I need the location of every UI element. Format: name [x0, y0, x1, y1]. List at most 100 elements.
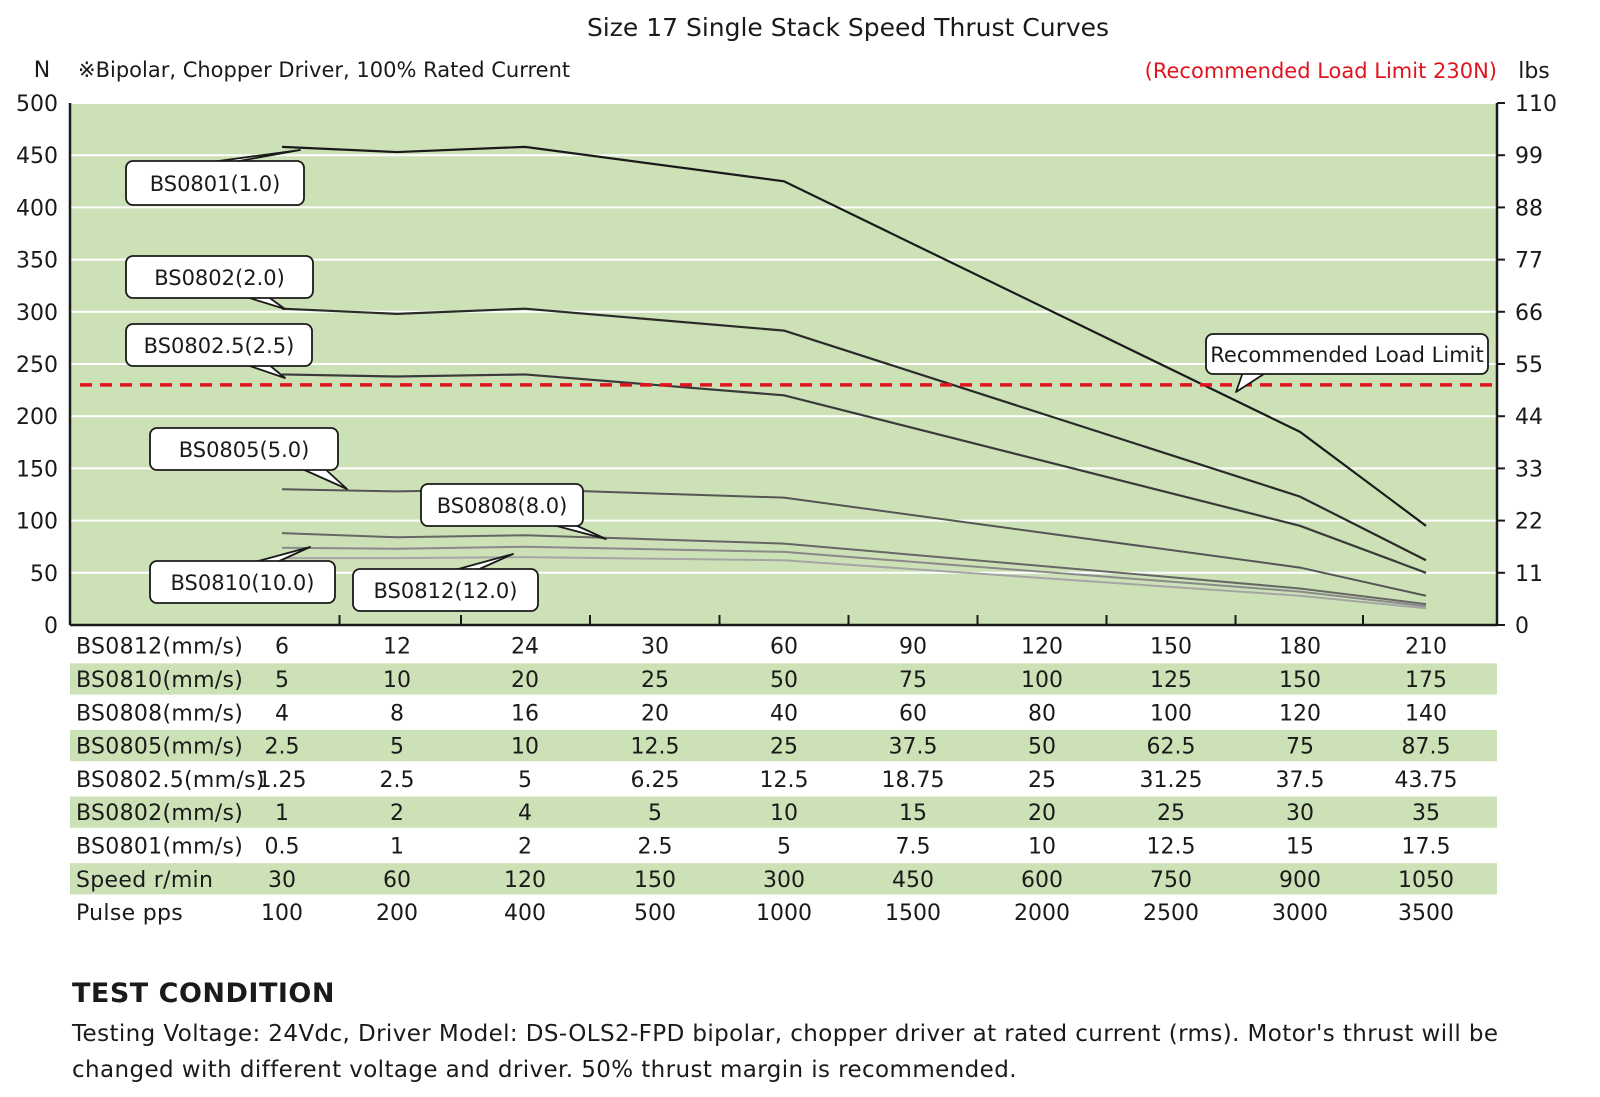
- table-cell: 25: [641, 668, 669, 693]
- table-cell: 20: [511, 668, 539, 693]
- table-cell: 40: [770, 701, 798, 726]
- table-cell: 100: [1021, 668, 1063, 693]
- table-cell: 150: [1279, 668, 1321, 693]
- table-cell: 8: [390, 701, 404, 726]
- series-line: [281, 145, 1427, 527]
- table-cell: 35: [1412, 801, 1440, 826]
- callout-box: [149, 427, 339, 471]
- table-cell: 25: [1028, 768, 1056, 793]
- table-row: Pulse pps 100 200 400 500 1000 1500 2000 2500 300…: [76, 901, 1454, 926]
- y-tick-label: 0: [44, 614, 58, 639]
- callout-box: [420, 483, 584, 527]
- table-cell: 30: [268, 868, 296, 893]
- callout-label: BS0802(2.0): [154, 266, 285, 290]
- table-cell: 62.5: [1147, 735, 1196, 760]
- callout-label: BS0802.5(2.5): [144, 334, 295, 358]
- table-cell: 80: [1028, 701, 1056, 726]
- table-cell: 4: [518, 801, 532, 826]
- table-cell: 87.5: [1402, 735, 1451, 760]
- table-cell: 1: [390, 834, 404, 859]
- table-cell: 2: [390, 801, 404, 826]
- table-cell: 10: [511, 735, 539, 760]
- callout-label: BS0801(1.0): [150, 172, 281, 196]
- y-tick-label: 200: [16, 405, 58, 430]
- table-cell: 5: [648, 801, 662, 826]
- y-right-tick-label: 66: [1515, 301, 1543, 326]
- table-cell: 10: [1028, 834, 1056, 859]
- y-tick-label: 50: [30, 562, 58, 587]
- y-right-tick-label: 22: [1515, 510, 1543, 535]
- table-cell: 175: [1405, 668, 1447, 693]
- callout-label: BS0805(5.0): [179, 438, 310, 462]
- table-cell: 450: [892, 868, 934, 893]
- y-tick-label: 250: [16, 353, 58, 378]
- table-cell: 43.75: [1395, 768, 1458, 793]
- table-cell: 60: [383, 868, 411, 893]
- test-condition-body: Testing Voltage: 24Vdc, Driver Model: DS…: [72, 1021, 1499, 1083]
- thrust-chart: Size 17 Single Stack Speed Thrust Curves…: [16, 13, 1557, 926]
- series-callout: BS0802.5(2.5): [125, 323, 313, 379]
- series-callout: BS0801(1.0): [125, 149, 305, 206]
- y-right-unit: lbs: [1518, 59, 1550, 84]
- table-cell: 150: [634, 868, 676, 893]
- table-cell: 1.25: [258, 768, 307, 793]
- y-right-tick-label: 88: [1515, 196, 1543, 221]
- table-row: BS0812(mm/s) 6 12 24 30 60 90 120 150 180 210: [76, 635, 1447, 660]
- y-right-tick-label: 55: [1515, 353, 1543, 378]
- table-row-label: BS0802.5(mm/s): [76, 768, 265, 793]
- series-callout: Recommended Load Limit: [1205, 333, 1489, 393]
- table-cell: 2000: [1014, 901, 1070, 926]
- y-right-tick-label: 77: [1515, 249, 1543, 274]
- table-cell: 15: [899, 801, 927, 826]
- table-cell: 2: [518, 834, 532, 859]
- chart-subtitle: ※Bipolar, Chopper Driver, 100% Rated Cur…: [78, 58, 570, 82]
- table-cell: 140: [1405, 701, 1447, 726]
- table-row: BS0808(mm/s) 4 8 16 20 40 60 80 100 120 140: [76, 701, 1447, 726]
- table-cell: 500: [634, 901, 676, 926]
- table-cell: 120: [504, 868, 546, 893]
- table-cell: 4: [275, 701, 289, 726]
- series-callout: BS0812(12.0): [352, 553, 539, 612]
- y-right-tick-label: 110: [1515, 92, 1557, 117]
- limit-note: (Recommended Load Limit 230N): [1145, 59, 1497, 83]
- table-cell: 200: [376, 901, 418, 926]
- table-row: BS0810(mm/s) 5 10 20 25 50 75 100 125 150 175: [70, 663, 1497, 695]
- table-cell: 1000: [756, 901, 812, 926]
- table-cell: 25: [770, 735, 798, 760]
- table-cell: 30: [1286, 801, 1314, 826]
- table-cell: 750: [1150, 868, 1192, 893]
- table-cell: 3500: [1398, 901, 1454, 926]
- y-tick-label: 300: [16, 301, 58, 326]
- table-cell: 400: [504, 901, 546, 926]
- series-callout: BS0805(5.0): [149, 427, 348, 490]
- table-cell: 300: [763, 868, 805, 893]
- series-line: [282, 556, 1427, 610]
- table-cell: 60: [770, 635, 798, 660]
- callout-label: BS0808(8.0): [437, 494, 568, 518]
- table-cell: 900: [1279, 868, 1321, 893]
- table-cell: 5: [777, 834, 791, 859]
- table-cell: 16: [511, 701, 539, 726]
- y-tick-label: 350: [16, 249, 58, 274]
- table-cell: 37.5: [889, 735, 938, 760]
- table-cell: 10: [770, 801, 798, 826]
- chart-title: Size 17 Single Stack Speed Thrust Curves: [587, 13, 1109, 42]
- table-row-band: [70, 729, 1497, 762]
- table-row-label: Speed r/min: [76, 868, 213, 893]
- y-tick-label: 150: [16, 457, 58, 482]
- callout-label: BS0812(12.0): [374, 579, 518, 603]
- table-cell: 2.5: [638, 834, 673, 859]
- table-cell: 10: [383, 668, 411, 693]
- callout-box: [125, 255, 314, 299]
- table-cell: 180: [1279, 635, 1321, 660]
- table-cell: 50: [1028, 735, 1056, 760]
- table-row-label: BS0812(mm/s): [76, 635, 243, 660]
- table-cell: 90: [899, 635, 927, 660]
- table-row-label: BS0808(mm/s): [76, 701, 243, 726]
- table-row: Speed r/min 30 60 120 150 300 450 600 750 900 1050: [70, 863, 1497, 895]
- table-row-label: BS0802(mm/s): [76, 801, 243, 826]
- y-right-tick-label: 44: [1515, 405, 1543, 430]
- series-callout: BS0802(2.0): [125, 255, 314, 310]
- table-cell: 2.5: [265, 735, 300, 760]
- table-cell: 24: [511, 635, 539, 660]
